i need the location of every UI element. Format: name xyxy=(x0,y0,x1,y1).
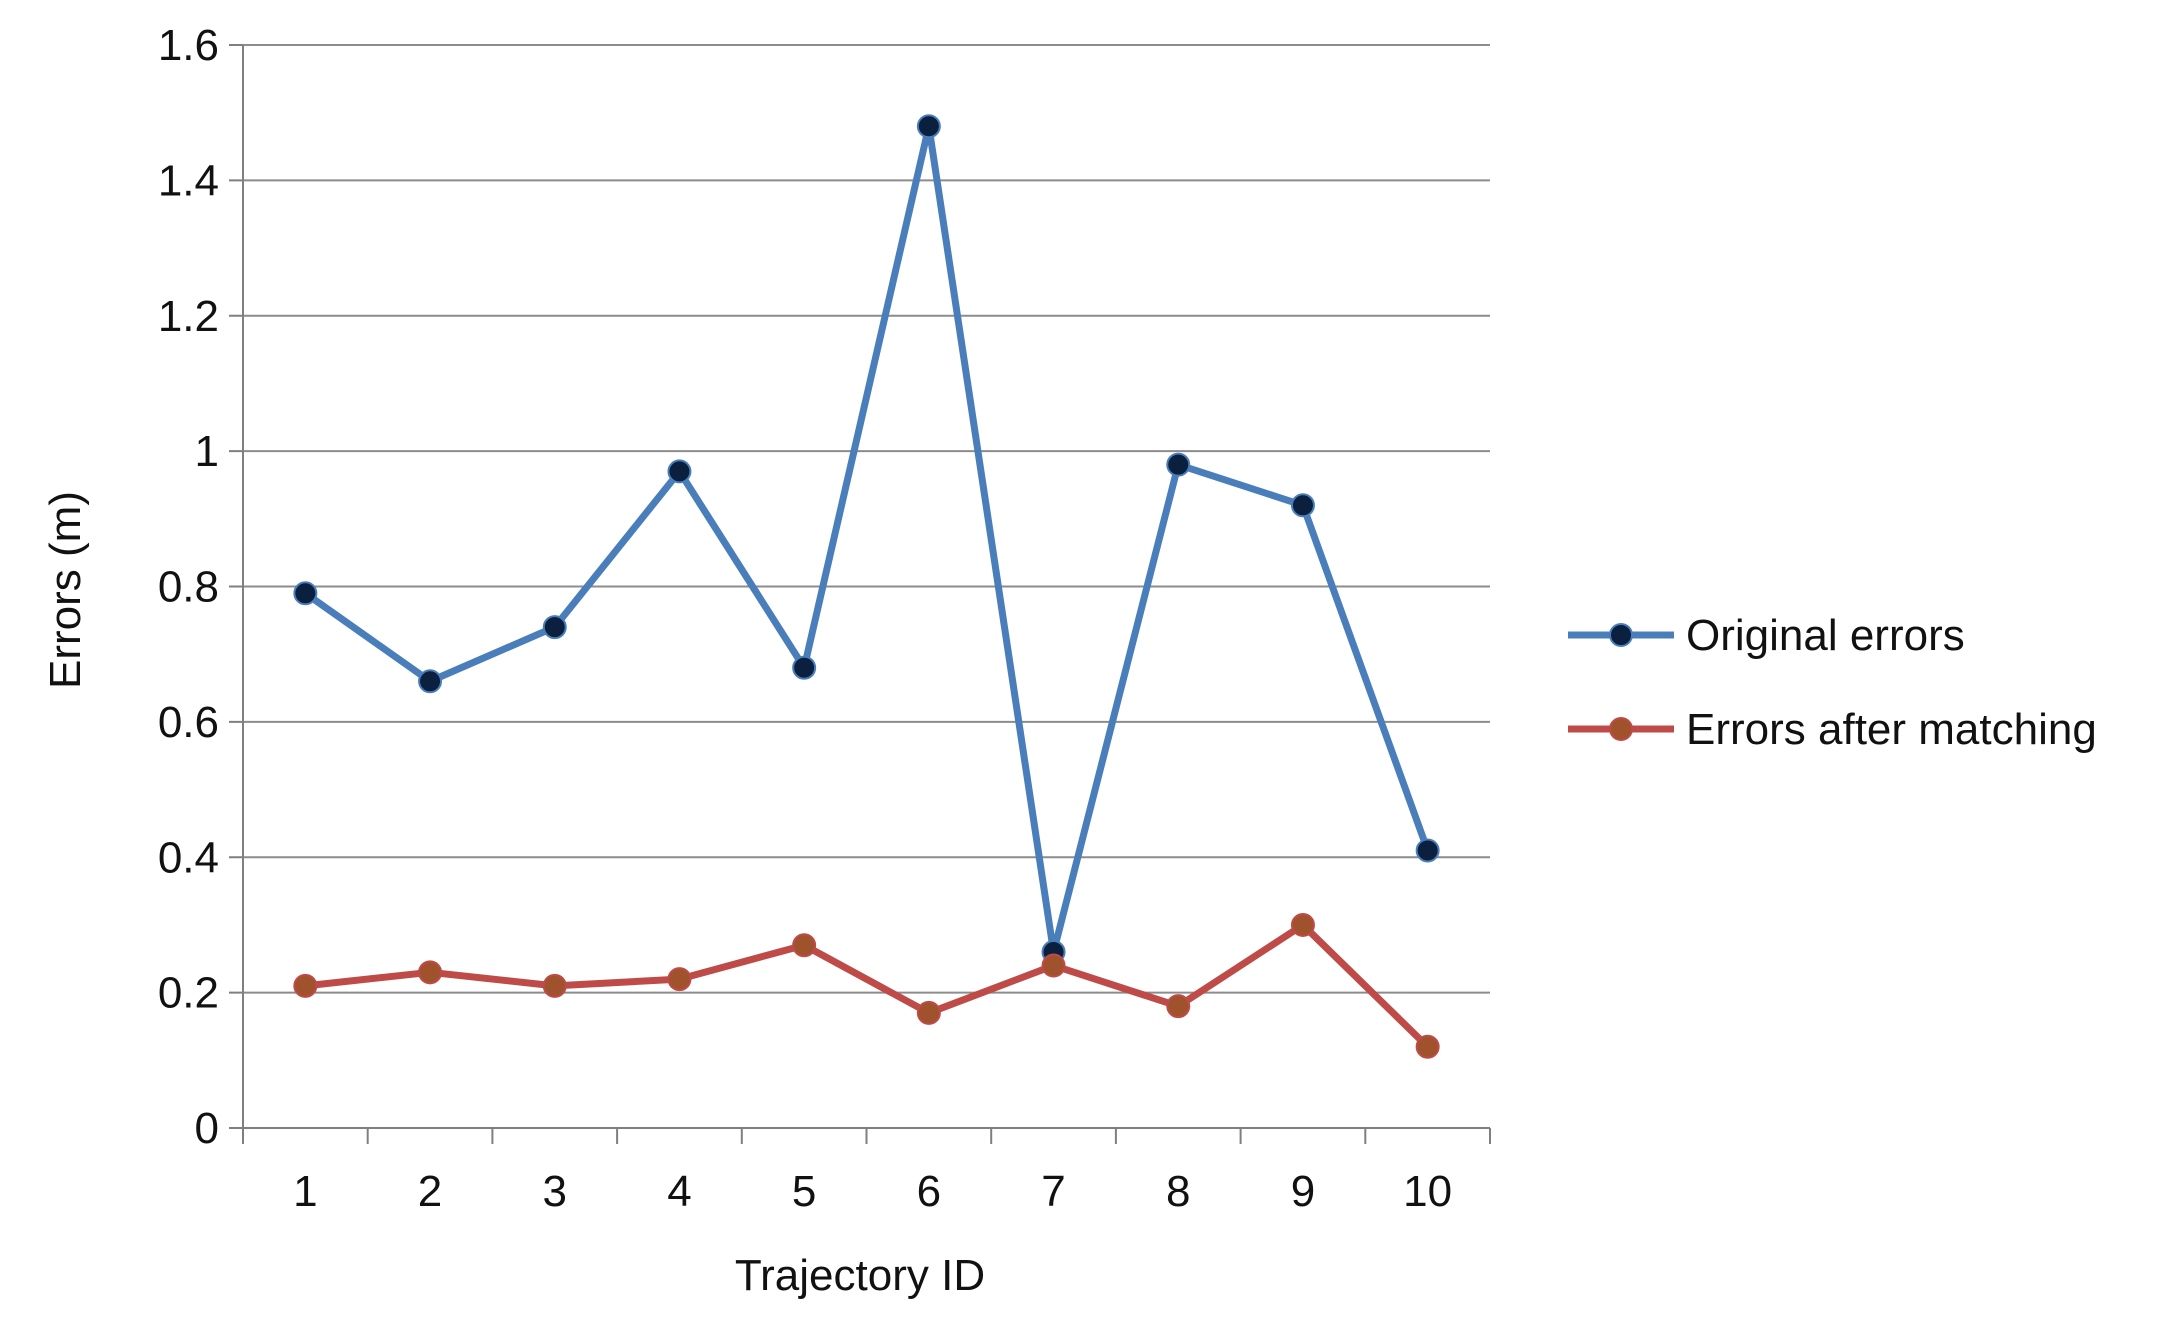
series-0-point-8 xyxy=(1166,452,1191,477)
x-tick-label-9: 9 xyxy=(1291,1167,1315,1216)
axes xyxy=(229,44,1491,1144)
y-tick-label-8: 1.6 xyxy=(158,21,219,70)
series-0-point-3 xyxy=(542,615,567,640)
series-1-point-2 xyxy=(418,960,443,985)
series-0-point-5 xyxy=(792,655,817,680)
legend-swatch-marker-1 xyxy=(1609,717,1633,741)
legend-label-0: Original errors xyxy=(1686,611,1965,660)
y-tick-label-6: 1.2 xyxy=(158,292,219,341)
y-tick-label-1: 0.2 xyxy=(158,969,219,1018)
series-1-point-9 xyxy=(1290,912,1315,937)
x-tick-label-1: 1 xyxy=(293,1167,317,1216)
legend-swatch-marker-0 xyxy=(1609,623,1633,647)
y-axis-title: Errors (m) xyxy=(41,491,90,689)
y-tick-label-4: 0.8 xyxy=(158,563,219,612)
y-tick-label-7: 1.4 xyxy=(158,156,219,205)
series-0-point-10 xyxy=(1415,838,1440,863)
series-1-point-3 xyxy=(542,973,567,998)
x-tick-label-4: 4 xyxy=(667,1167,691,1216)
series-1-point-10 xyxy=(1415,1034,1440,1059)
x-tick-label-8: 8 xyxy=(1166,1167,1190,1216)
gridlines xyxy=(243,44,1490,994)
series-0-point-4 xyxy=(667,459,692,484)
x-axis-title: Trajectory ID xyxy=(735,1251,985,1300)
series-line-1 xyxy=(301,921,1432,1051)
series-markers xyxy=(293,114,1440,1059)
series-1-point-4 xyxy=(667,967,692,992)
y-tick-label-0: 0 xyxy=(195,1104,219,1153)
y-tick-label-3: 0.6 xyxy=(158,698,219,747)
x-tick-label-5: 5 xyxy=(792,1167,816,1216)
axis-tick-labels: 0 0.2 0.4 0.6 0.8 1 1.2 1.4 1.6 1 2 3 4 5 6 7 8 9 10 xyxy=(158,21,1452,1216)
legend: Original errors Errors after matching xyxy=(1568,611,2097,754)
series-1-point-7 xyxy=(1041,953,1066,978)
legend-label-1: Errors after matching xyxy=(1686,705,2097,754)
series-1-point-5 xyxy=(792,933,817,958)
x-tick-label-3: 3 xyxy=(543,1167,567,1216)
x-tick-label-2: 2 xyxy=(418,1167,442,1216)
series-1-point-1 xyxy=(293,973,318,998)
series-0-point-2 xyxy=(418,669,443,694)
y-tick-label-5: 1 xyxy=(195,427,219,476)
series-1-point-6 xyxy=(916,1000,941,1025)
series-line-0 xyxy=(301,122,1432,956)
series-1-point-8 xyxy=(1166,994,1191,1019)
x-tick-label-7: 7 xyxy=(1041,1167,1065,1216)
x-tick-label-10: 10 xyxy=(1403,1167,1452,1216)
series-0-point-6 xyxy=(916,114,941,139)
series-0-point-9 xyxy=(1290,493,1315,518)
series-lines xyxy=(301,122,1432,1051)
y-tick-label-2: 0.4 xyxy=(158,833,219,882)
series-0-point-1 xyxy=(293,581,318,606)
x-tick-label-6: 6 xyxy=(917,1167,941,1216)
